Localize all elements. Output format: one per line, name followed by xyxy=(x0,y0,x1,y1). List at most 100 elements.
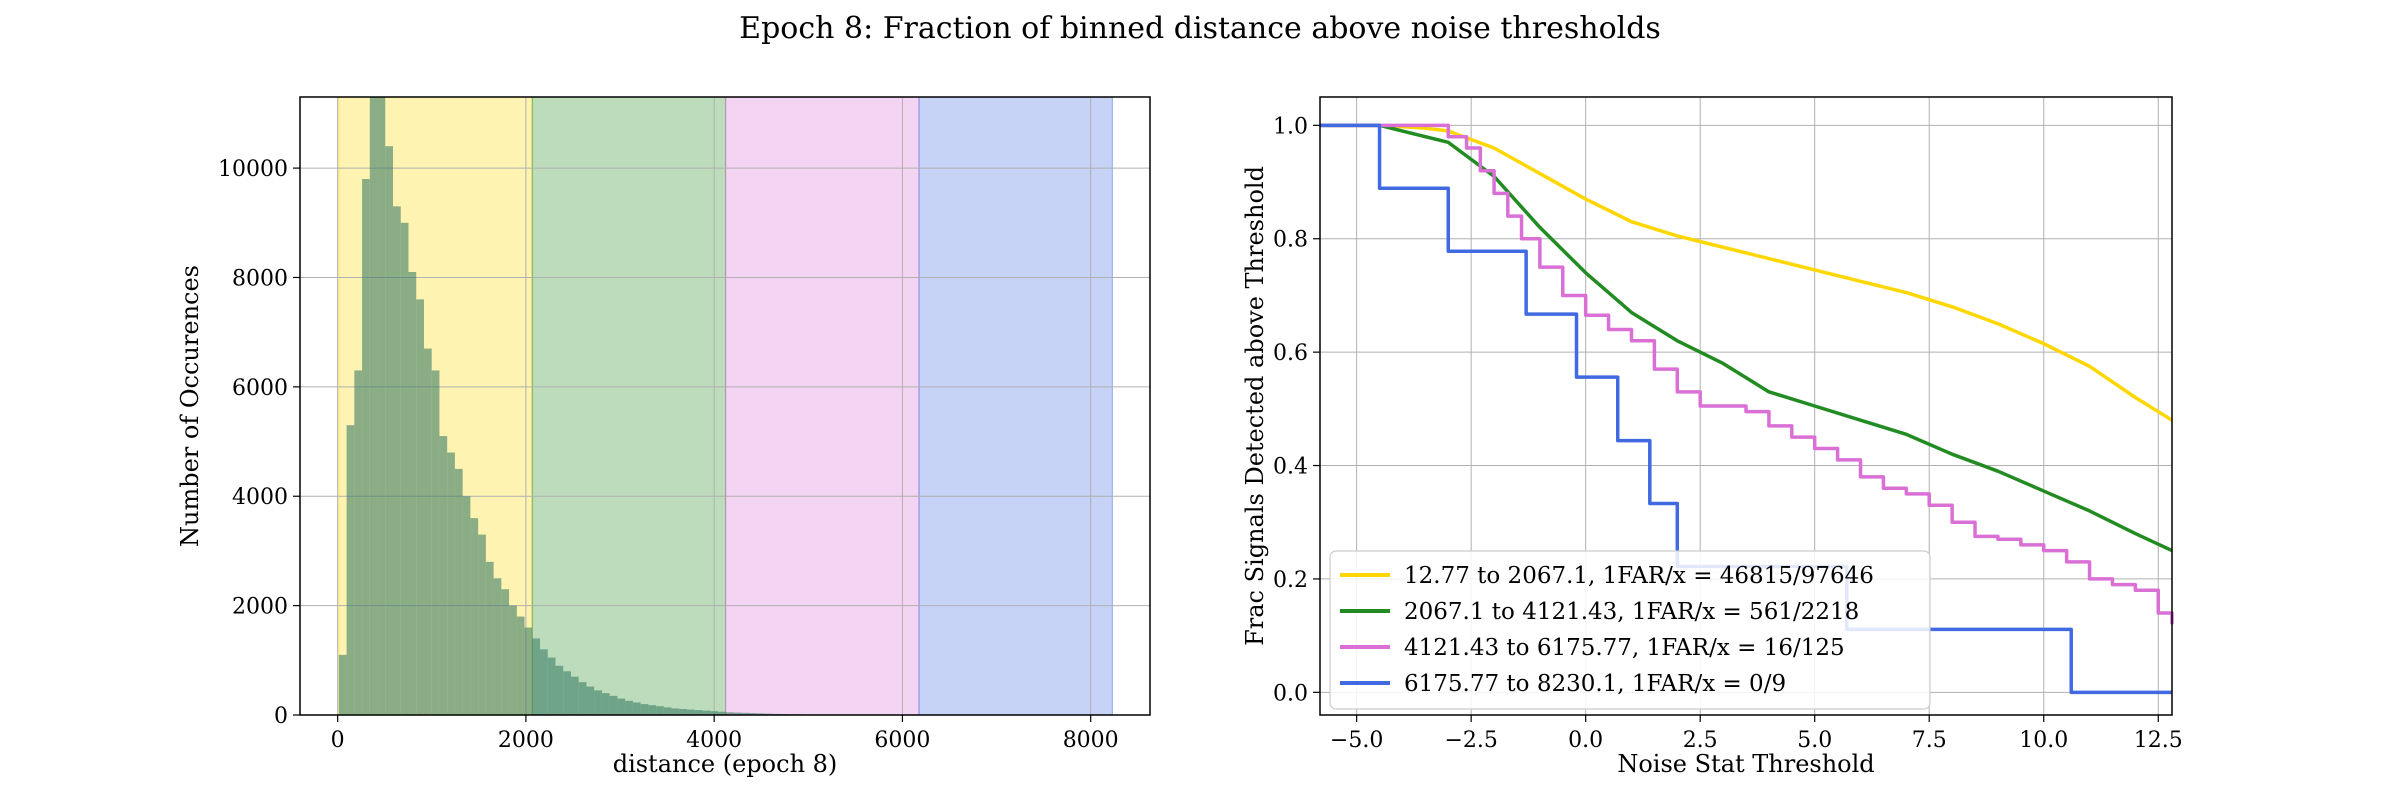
histogram-bar xyxy=(702,710,711,715)
curves-legend-box xyxy=(1329,550,1931,710)
histogram-bar xyxy=(632,702,641,715)
histogram-ytick-label: 10000 xyxy=(218,157,288,182)
histogram-ytick-label: 2000 xyxy=(232,595,288,620)
histogram-xlabel: distance (epoch 8) xyxy=(613,750,838,778)
distance-bin-bands xyxy=(338,96,1113,716)
histogram-xtick-label: 6000 xyxy=(874,728,930,753)
curves-axes-frame xyxy=(1319,96,2173,716)
histogram-bar xyxy=(717,711,726,715)
histogram-bar xyxy=(485,561,494,715)
histogram-ticks: 0 2000 4000 6000 8000 0 2000 4000 6000 8000 10000 xyxy=(218,157,1119,753)
histogram-bars xyxy=(338,97,866,716)
histogram-bar xyxy=(454,468,463,715)
histogram-bar xyxy=(671,708,680,715)
histogram-bar xyxy=(687,709,695,715)
curves-xtick-label: −5.0 xyxy=(1330,728,1383,753)
figure-title: Epoch 8: Fraction of binned distance abo… xyxy=(739,11,1661,46)
histogram-bar xyxy=(756,713,765,715)
legend-label-1: 12.77 to 2067.1, 1FAR/x = 46815/97646 xyxy=(1404,563,1874,589)
histogram-bar xyxy=(501,589,510,715)
histogram-bar xyxy=(346,425,355,715)
histogram-bar xyxy=(625,700,633,715)
histogram-ytick-label: 4000 xyxy=(232,485,288,510)
histogram-bar xyxy=(416,299,424,715)
histogram-bar xyxy=(478,534,486,715)
histogram-bar xyxy=(431,370,440,715)
legend-label-2: 2067.1 to 4121.43, 1FAR/x = 561/2218 xyxy=(1404,599,1859,625)
histogram-bar xyxy=(656,706,664,715)
histogram-bar xyxy=(369,97,378,715)
histogram-bar xyxy=(741,712,749,715)
histogram-bar xyxy=(516,616,525,715)
curves-ytick-label: 0.8 xyxy=(1273,228,1308,253)
histogram-bar xyxy=(462,496,471,715)
histogram-bar xyxy=(447,452,455,715)
histogram-bar xyxy=(524,627,533,715)
histogram-axes-frame xyxy=(299,96,1151,716)
histogram-bar xyxy=(555,665,564,715)
histogram-bar xyxy=(570,676,579,715)
histogram-bar xyxy=(563,671,571,715)
histogram-bar xyxy=(601,693,610,715)
histogram-xtick-label: 0 xyxy=(331,728,345,753)
histogram-xtick-label: 4000 xyxy=(686,728,742,753)
histogram-bar xyxy=(377,97,386,715)
histogram-bar xyxy=(586,686,595,715)
histogram-bar xyxy=(470,518,479,715)
histogram-xtick-label: 8000 xyxy=(1063,728,1119,753)
histogram-bar xyxy=(594,690,602,715)
histogram-bar xyxy=(663,707,672,715)
curve-series-3 xyxy=(1320,123,2174,625)
curves-ytick-label: 0.6 xyxy=(1273,341,1308,366)
histogram-bar xyxy=(385,146,394,715)
curves-xtick-label: 5.0 xyxy=(1797,728,1832,753)
histogram-ylabel: Number of Occurences xyxy=(176,265,204,547)
curves-ylabel: Frac Signals Detected above Threshold xyxy=(1241,166,1269,646)
histogram-bar xyxy=(617,698,626,715)
histogram-bar xyxy=(509,605,517,715)
legend-label-4: 6175.77 to 8230.1, 1FAR/x = 0/9 xyxy=(1404,671,1786,697)
histogram-bar xyxy=(408,272,417,715)
curve-series-2 xyxy=(1320,123,2173,553)
distance-bin-band-2 xyxy=(531,96,727,716)
curves-ytick-label: 0.0 xyxy=(1273,681,1308,706)
histogram-bar xyxy=(640,704,649,715)
histogram-bar xyxy=(400,222,409,716)
histogram-bar xyxy=(532,638,541,715)
histogram-bar xyxy=(679,708,688,715)
histogram-bar xyxy=(578,682,587,715)
histogram-bar xyxy=(733,712,742,715)
curves-legend: 12.77 to 2067.1, 1FAR/x = 46815/97646 206… xyxy=(1329,550,1931,710)
histogram-bar xyxy=(439,436,448,715)
histogram-bar xyxy=(725,712,734,715)
curves-xtick-label: 12.5 xyxy=(2134,728,2183,753)
histogram-bar xyxy=(362,179,370,715)
histogram-bar xyxy=(338,654,347,715)
curves-xtick-label: 7.5 xyxy=(1912,728,1947,753)
histogram-bar xyxy=(493,578,502,715)
histogram-bar xyxy=(694,710,703,715)
histogram-ytick-label: 8000 xyxy=(232,266,288,291)
histogram-bar xyxy=(748,713,757,715)
curves-ytick-label: 1.0 xyxy=(1273,114,1308,139)
distance-bin-band-3 xyxy=(725,96,920,716)
curves-ytick-label: 0.2 xyxy=(1273,568,1308,593)
curves-xlabel: Noise Stat Threshold xyxy=(1617,750,1874,778)
histogram-bar xyxy=(393,206,401,715)
curve-series-1 xyxy=(1320,123,2173,422)
curves-ticks: −5.0 −2.5 0.0 2.5 5.0 7.5 10.0 12.5 0.0 0.2 0.4 0.6… xyxy=(1273,114,2183,753)
curves-xtick-label: 0.0 xyxy=(1568,728,1603,753)
curves-xtick-label: −2.5 xyxy=(1444,728,1497,753)
histogram-panel: 0 2000 4000 6000 80000200040006000800010000 … xyxy=(176,96,1151,778)
histogram-ytick-label: 6000 xyxy=(232,376,288,401)
histogram-bar xyxy=(710,711,718,715)
histogram-bar xyxy=(354,370,363,715)
histogram-bar xyxy=(423,348,432,715)
histogram-bar xyxy=(540,649,548,715)
curves-xtick-label: 2.5 xyxy=(1683,728,1718,753)
curves-xtick-label: 10.0 xyxy=(2019,728,2068,753)
distance-bin-band-4 xyxy=(918,96,1113,716)
histogram-bar xyxy=(547,657,556,715)
histogram-ytick-label: 0 xyxy=(274,704,288,729)
